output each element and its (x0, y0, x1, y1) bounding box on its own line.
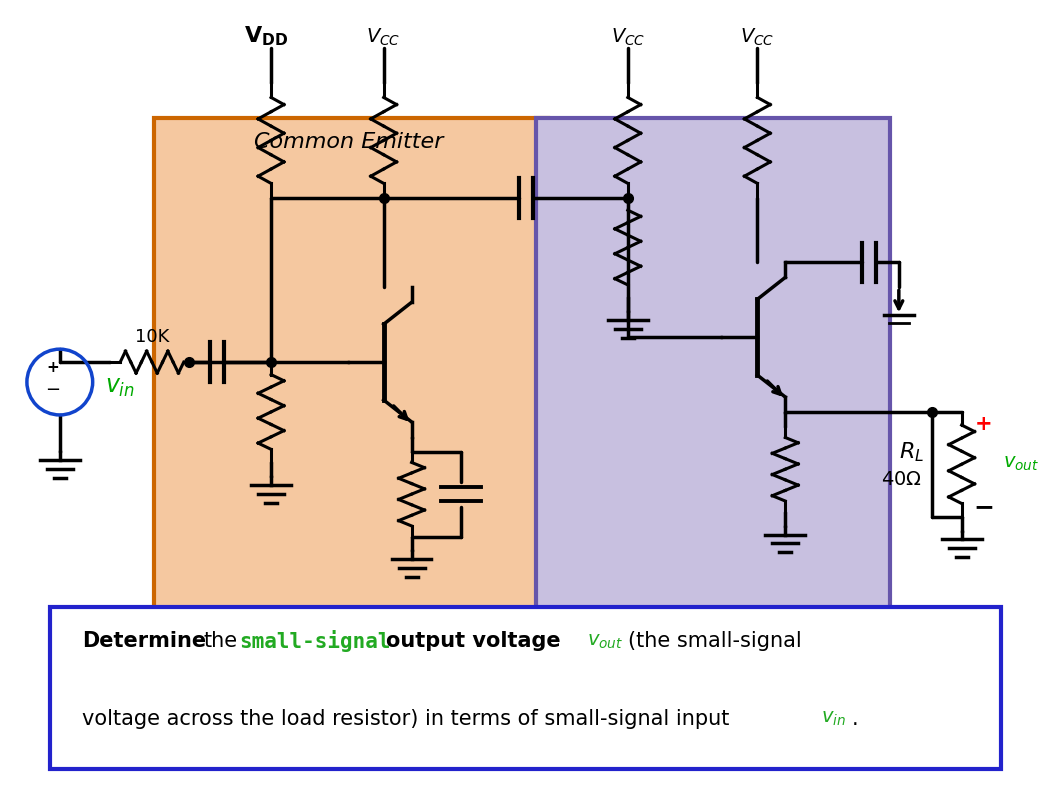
Text: $V_{CC}$: $V_{CC}$ (741, 27, 774, 48)
Text: $\mathbf{V_{DD}}$: $\mathbf{V_{DD}}$ (244, 25, 289, 48)
Bar (50, 607, 1001, 769)
Text: Common Emitter: Common Emitter (254, 132, 444, 152)
Text: $V_{CC}$: $V_{CC}$ (366, 27, 401, 48)
Text: output voltage: output voltage (386, 631, 561, 651)
Text: $v_{out}$: $v_{out}$ (1003, 455, 1040, 474)
Text: (the small-signal: (the small-signal (628, 631, 801, 651)
Bar (537, 118, 890, 681)
Text: $v_{in}$: $v_{in}$ (821, 710, 846, 729)
Text: voltage across the load resistor) in terms of small-signal input: voltage across the load resistor) in ter… (82, 709, 729, 729)
Text: $v_{out}$: $v_{out}$ (587, 632, 623, 651)
Text: +: + (975, 414, 993, 434)
Bar (155, 118, 548, 681)
Text: small-signal: small-signal (240, 630, 390, 652)
Text: 40$\Omega$: 40$\Omega$ (881, 470, 922, 489)
Text: −: − (45, 381, 61, 399)
Text: $V_{CC}$: $V_{CC}$ (611, 27, 645, 48)
Text: +: + (46, 360, 60, 375)
Text: the: the (203, 631, 237, 651)
Text: Determine: Determine (82, 631, 206, 651)
Text: 10K: 10K (135, 328, 169, 346)
Text: .: . (852, 709, 859, 729)
Text: $v_{in}$: $v_{in}$ (105, 375, 135, 399)
Text: $R_L$: $R_L$ (899, 440, 924, 463)
Text: −: − (973, 495, 994, 519)
Text: Emitter Follower: Emitter Follower (583, 623, 766, 643)
